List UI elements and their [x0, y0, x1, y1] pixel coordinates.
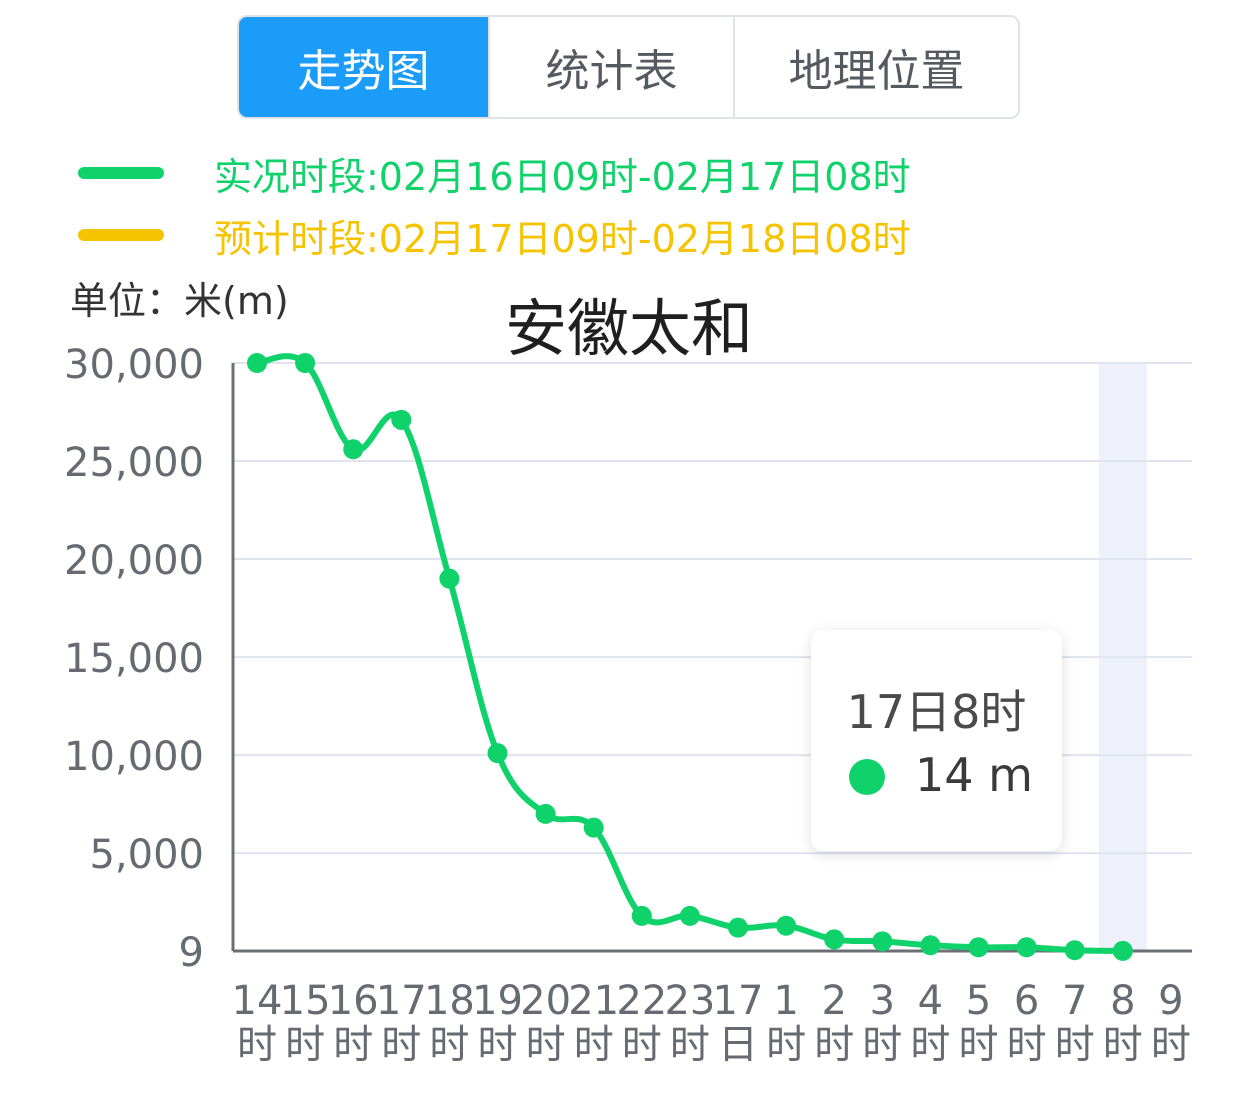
legend-observed-text: 实况时段:02月16日09时-02月17日08时 — [214, 154, 911, 199]
x-tick-label: 18 — [424, 978, 475, 1024]
data-point — [824, 929, 845, 950]
x-tick-label-unit: 时 — [285, 1022, 325, 1068]
x-tick-label-unit: 时 — [237, 1022, 277, 1068]
x-tick-label-unit: 时 — [766, 1022, 806, 1068]
x-tick-label: 17 — [713, 978, 764, 1024]
y-tick-label: 5,000 — [89, 832, 204, 878]
x-tick-label-unit: 时 — [959, 1022, 999, 1068]
y-tick-label: 15,000 — [64, 636, 204, 682]
data-point — [968, 937, 989, 958]
x-tick-label: 23 — [664, 978, 715, 1024]
x-tick-label-unit: 时 — [1151, 1022, 1191, 1068]
x-tick-label: 17 — [376, 978, 427, 1024]
x-tick-label: 2 — [821, 978, 846, 1024]
view-tabs: 走势图 统计表 地理位置 — [237, 15, 1020, 119]
x-tick-label: 4 — [918, 978, 943, 1024]
tooltip-value: 14 m — [915, 748, 1033, 802]
legend-forecast-swatch — [78, 229, 164, 241]
x-tick-label: 22 — [616, 978, 667, 1024]
data-point — [439, 568, 460, 589]
x-tick-label-unit: 时 — [910, 1022, 950, 1068]
x-tick-label-unit: 时 — [381, 1022, 421, 1068]
x-tick-label-unit: 时 — [526, 1022, 566, 1068]
x-tick-label-unit: 时 — [1007, 1022, 1047, 1068]
x-tick-label-unit: 时 — [574, 1022, 614, 1068]
chart-title: 安徽太和 — [505, 292, 754, 365]
y-tick-label: 9 — [179, 930, 204, 976]
data-point — [487, 743, 508, 764]
x-tick-label: 15 — [280, 978, 331, 1024]
chart-tooltip: 17日8时 14 m — [811, 630, 1062, 851]
y-tick-label: 10,000 — [64, 734, 204, 780]
y-tick-label: 25,000 — [64, 440, 204, 486]
x-tick-label-unit: 时 — [622, 1022, 662, 1068]
x-tick-label-unit: 时 — [862, 1022, 902, 1068]
x-tick-label-unit: 时 — [429, 1022, 469, 1068]
data-point — [391, 409, 412, 430]
x-tick-label-unit: 时 — [478, 1022, 518, 1068]
data-point — [872, 931, 893, 952]
tab-trend-chart[interactable]: 走势图 — [239, 17, 488, 117]
legend-forecast: 预计时段:02月17日09时-02月18日08时 — [78, 210, 911, 261]
tab-geo-location[interactable]: 地理位置 — [733, 17, 1018, 117]
x-tick-label: 16 — [328, 978, 379, 1024]
x-tick-label-unit: 时 — [670, 1022, 710, 1068]
x-tick-label: 1 — [773, 978, 798, 1024]
tooltip-series-dot — [849, 759, 885, 795]
data-point — [247, 353, 267, 373]
x-tick-label: 7 — [1062, 978, 1087, 1024]
legend-observed: 实况时段:02月16日09时-02月17日08时 — [78, 148, 911, 199]
data-point — [679, 905, 700, 926]
data-point — [1064, 940, 1085, 961]
data-point — [583, 817, 604, 838]
x-tick-label-unit: 时 — [1103, 1022, 1143, 1068]
y-tick-label: 20,000 — [64, 538, 204, 584]
x-tick-label: 6 — [1014, 978, 1039, 1024]
x-tick-label-unit: 时 — [1055, 1022, 1095, 1068]
x-tick-label: 3 — [870, 978, 895, 1024]
x-tick-label: 20 — [520, 978, 571, 1024]
x-tick-label: 9 — [1158, 978, 1183, 1024]
x-tick-label-unit: 时 — [333, 1022, 373, 1068]
data-point — [631, 905, 652, 926]
legend-forecast-text: 预计时段:02月17日09时-02月18日08时 — [214, 216, 911, 261]
x-tick-label-unit: 日 — [718, 1022, 758, 1068]
x-tick-label: 14 — [232, 978, 283, 1024]
tab-statistics-table[interactable]: 统计表 — [488, 17, 733, 117]
data-point — [1112, 940, 1133, 961]
tooltip-time: 17日8时 — [846, 685, 1027, 739]
data-point — [728, 917, 748, 938]
unit-label: 单位：米(m) — [70, 279, 289, 323]
y-tick-label: 30,000 — [64, 342, 204, 388]
x-tick-label: 21 — [568, 978, 619, 1024]
data-point — [535, 803, 556, 824]
legend-observed-swatch — [78, 167, 164, 179]
data-point — [1016, 937, 1037, 958]
data-point — [776, 915, 797, 936]
data-point — [295, 353, 316, 373]
x-tick-label: 5 — [966, 978, 991, 1024]
x-tick-label: 8 — [1110, 978, 1135, 1024]
x-tick-label: 19 — [472, 978, 523, 1024]
data-point — [920, 935, 941, 956]
x-tick-label-unit: 时 — [814, 1022, 854, 1068]
data-point — [343, 439, 364, 460]
